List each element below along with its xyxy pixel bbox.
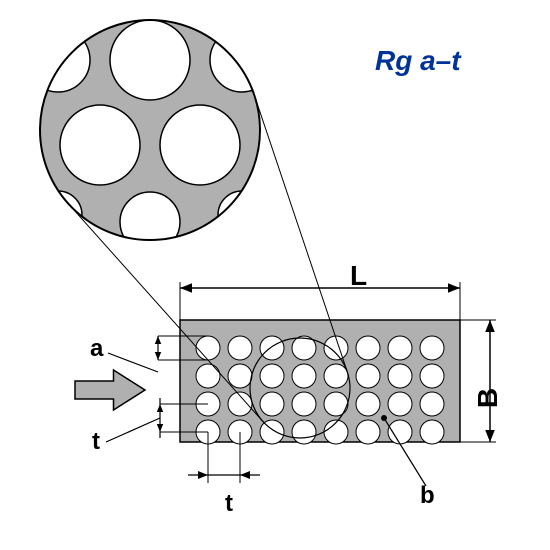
label-B: B — [472, 388, 504, 408]
diagram-title: Rg a–t — [375, 45, 461, 77]
diagram-canvas: Rg a–t L B a t t b — [0, 0, 550, 550]
detail-view — [26, 15, 274, 252]
perforated-panel — [180, 320, 460, 444]
label-b: b — [420, 482, 435, 510]
label-t-bottom: t — [225, 490, 233, 518]
label-a: a — [90, 335, 103, 363]
label-t-left: t — [92, 428, 100, 456]
diagram-svg — [0, 0, 550, 550]
direction-arrow-icon — [75, 370, 145, 410]
label-L: L — [350, 260, 367, 292]
